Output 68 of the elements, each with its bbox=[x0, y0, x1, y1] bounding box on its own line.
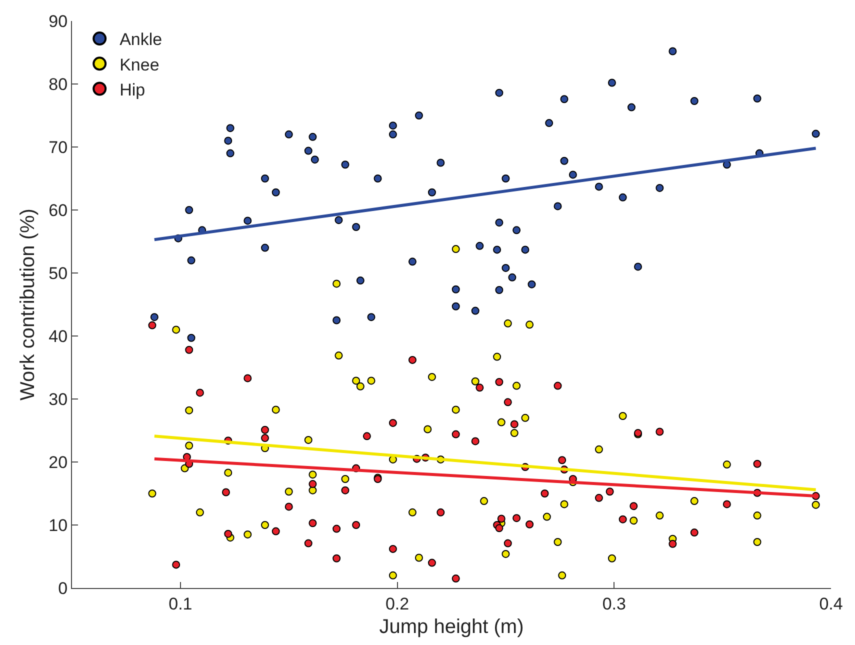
y-tick-label: 90 bbox=[48, 12, 68, 31]
point bbox=[341, 475, 350, 484]
point bbox=[480, 497, 488, 506]
point bbox=[594, 445, 603, 454]
y-tick-label: 10 bbox=[48, 516, 68, 535]
y-tick-label: 80 bbox=[48, 74, 68, 94]
point bbox=[753, 512, 762, 520]
point bbox=[452, 245, 460, 254]
point bbox=[196, 508, 204, 516]
point bbox=[753, 538, 762, 546]
point bbox=[521, 414, 530, 422]
y-tick-label: 0 bbox=[58, 578, 68, 598]
point bbox=[504, 319, 512, 328]
point bbox=[424, 425, 432, 434]
point bbox=[558, 571, 566, 580]
y-tick-label: 50 bbox=[48, 264, 68, 283]
point bbox=[261, 521, 269, 529]
point bbox=[428, 372, 436, 381]
point bbox=[512, 382, 521, 390]
point bbox=[388, 571, 397, 580]
point bbox=[185, 442, 194, 450]
point bbox=[367, 376, 376, 385]
point bbox=[542, 512, 551, 521]
point bbox=[526, 320, 534, 329]
point bbox=[352, 376, 360, 385]
point bbox=[502, 550, 510, 558]
x-tick-label: 0.4 bbox=[819, 594, 843, 614]
point bbox=[554, 538, 562, 546]
point bbox=[618, 412, 627, 420]
point bbox=[224, 468, 232, 477]
point bbox=[244, 530, 252, 538]
point bbox=[356, 382, 364, 390]
point bbox=[308, 470, 317, 479]
point bbox=[408, 508, 416, 516]
point bbox=[656, 512, 664, 520]
legend-label: Ankle bbox=[120, 30, 162, 50]
point bbox=[334, 352, 343, 360]
point bbox=[510, 429, 518, 438]
y-tick-label: 20 bbox=[48, 452, 68, 472]
y-axis-title: Work contribution (%) bbox=[17, 208, 40, 400]
legend-label: Knee bbox=[120, 55, 160, 74]
point bbox=[148, 490, 156, 498]
point bbox=[493, 352, 502, 361]
point bbox=[452, 406, 460, 414]
point bbox=[284, 488, 293, 496]
point bbox=[414, 554, 423, 562]
point bbox=[690, 497, 698, 506]
point bbox=[185, 406, 194, 414]
y-tick-label: 40 bbox=[48, 326, 68, 346]
point bbox=[722, 460, 731, 469]
point bbox=[332, 280, 341, 288]
y-tick-label: 30 bbox=[48, 390, 68, 409]
x-axis-title: Jump height (m) bbox=[379, 616, 524, 638]
point bbox=[630, 516, 638, 525]
x-tick-label: 0.1 bbox=[168, 594, 192, 614]
x-tick-label: 0.2 bbox=[385, 594, 410, 614]
point bbox=[272, 406, 280, 414]
point bbox=[471, 377, 480, 386]
point bbox=[304, 436, 312, 444]
y-tick-label: 60 bbox=[48, 200, 68, 220]
point bbox=[172, 326, 180, 334]
point bbox=[812, 500, 820, 509]
point bbox=[497, 418, 506, 426]
x-tick-label: 0.3 bbox=[602, 594, 626, 614]
legend-label: Hip bbox=[120, 80, 146, 100]
point bbox=[608, 554, 616, 562]
y-tick-label: 70 bbox=[48, 138, 68, 157]
point bbox=[560, 500, 568, 508]
